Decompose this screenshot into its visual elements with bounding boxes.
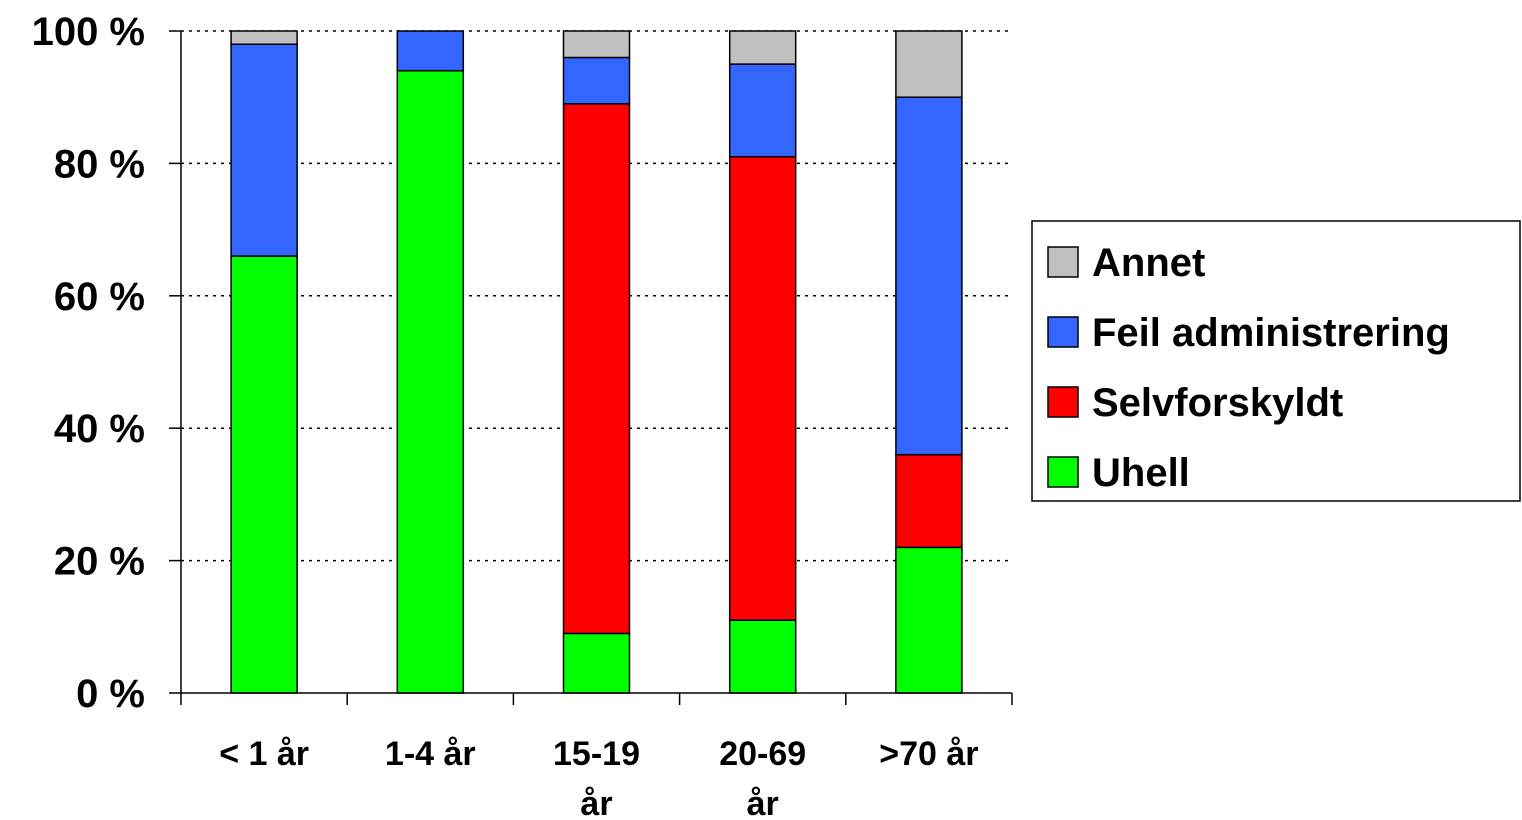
y-tick-label: 100 % (32, 10, 145, 54)
legend-swatch-uhell (1047, 456, 1079, 488)
legend-box (1031, 220, 1521, 502)
x-tick-label: 20-69 (719, 735, 806, 773)
legend-label: Annet (1092, 241, 1205, 285)
y-tick-label: 20 % (54, 540, 145, 584)
legend: Annet Feil administrering Selvforskyldt Uhe… (1031, 220, 1521, 502)
bar-segment-annet (728, 30, 797, 65)
x-tick-label: 15-19 (553, 735, 640, 773)
legend-swatch-annet (1047, 246, 1079, 278)
x-tick-labels: < 1 år 1-4 år 15-19 år 20-69 år >70 år (219, 735, 978, 820)
bar-segment-selvforskyldt (562, 103, 631, 635)
bar-segment-feil-administrering (895, 96, 963, 456)
legend-label: Uhell (1092, 451, 1190, 495)
bar-segment-uhell (895, 546, 963, 694)
bar-segment-annet (562, 30, 631, 59)
legend-swatch-feil-administrering (1047, 316, 1079, 348)
y-tick-label: 60 % (54, 275, 145, 319)
gridlines (181, 30, 1012, 562)
x-tick-label: >70 år (879, 735, 978, 773)
bar-segment-feil-administrering (396, 30, 465, 72)
legend-label: Selvforskyldt (1092, 381, 1343, 425)
x-tick-label: 1-4 år (385, 735, 476, 773)
bar-segment-uhell (728, 619, 797, 694)
bars (230, 30, 963, 694)
bar-segment-feil-administrering (728, 63, 797, 158)
bar-segment-selvforskyldt (895, 453, 963, 549)
bar-segment-uhell (562, 632, 631, 694)
x-tick-label: år (580, 785, 612, 820)
bar-segment-uhell (396, 69, 465, 694)
y-tick-label: 0 % (76, 672, 145, 716)
x-tick-label: år (747, 785, 779, 820)
bar-segment-uhell (230, 255, 298, 694)
bar-segment-feil-administrering (230, 43, 298, 257)
y-tick-label: 80 % (54, 142, 145, 186)
legend-swatch-selvforskyldt (1047, 386, 1079, 418)
bar-segment-annet (230, 30, 298, 45)
y-tick-labels: 0 % 20 % 40 % 60 % 80 % 100 % (32, 10, 145, 716)
bar-segment-selvforskyldt (728, 156, 797, 621)
bar-segment-feil-administrering (562, 56, 631, 105)
y-tick-label: 40 % (54, 407, 145, 451)
legend-label: Feil administrering (1092, 311, 1450, 355)
x-tick-label: < 1 år (219, 735, 309, 773)
bar-segment-annet (895, 30, 963, 98)
axes (169, 30, 1013, 705)
